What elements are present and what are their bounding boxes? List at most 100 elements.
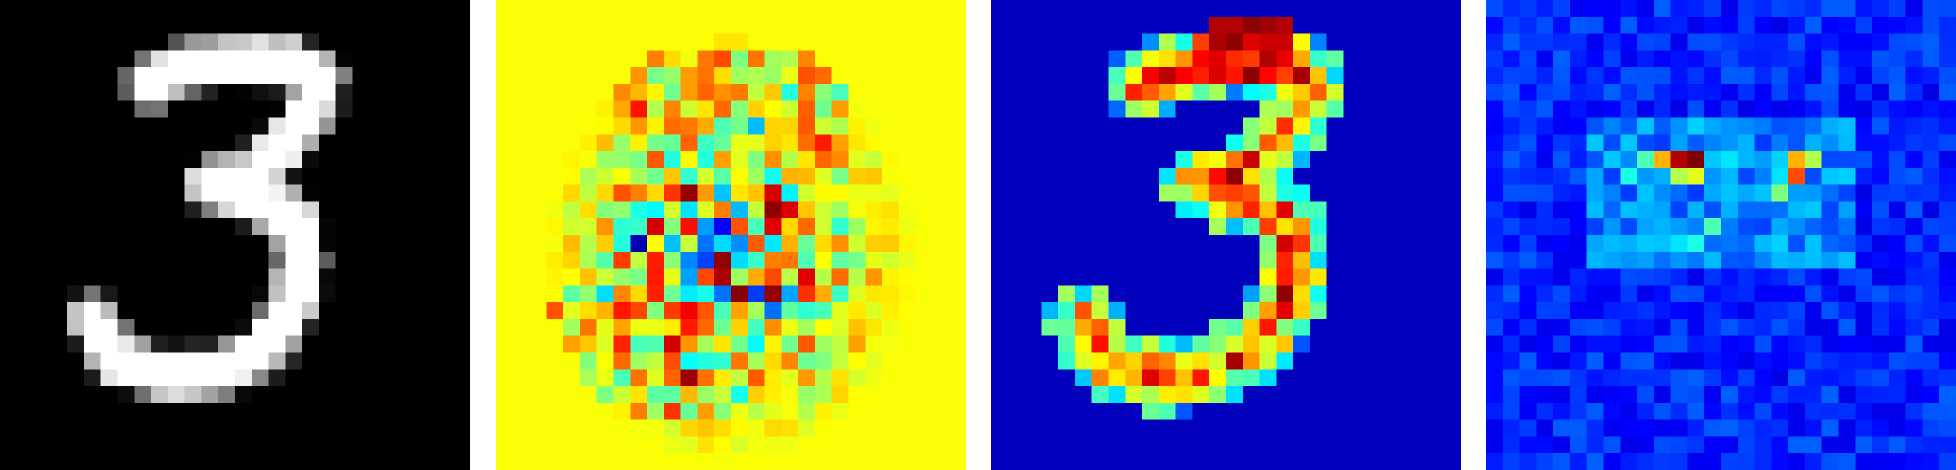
digit-pixel: [285, 453, 303, 470]
digit-pixel: [453, 184, 470, 202]
sparse-pixel: [1637, 83, 1655, 102]
digit-pixel: [419, 218, 437, 236]
signed-pixel: [630, 251, 648, 269]
positive-pixel: [1158, 50, 1176, 68]
signed-pixel: [898, 419, 916, 437]
digit-pixel: [218, 352, 236, 370]
sparse-pixel: [1536, 201, 1554, 219]
sparse-pixel: [1569, 268, 1588, 286]
digit-pixel: [100, 453, 118, 470]
sparse-pixel: [1687, 318, 1705, 337]
signed-pixel: [915, 352, 933, 370]
sparse-pixel: [1670, 16, 1688, 34]
input-digit-image: [0, 0, 470, 470]
digit-pixel: [167, 335, 185, 353]
positive-pixel: [1074, 453, 1093, 470]
digit-pixel: [386, 117, 404, 135]
signed-pixel: [663, 134, 681, 152]
signed-pixel: [714, 100, 732, 118]
positive-pixel: [991, 268, 1009, 286]
signed-pixel: [915, 67, 933, 85]
positive-pixel: [1226, 251, 1244, 269]
digit-pixel: [151, 369, 169, 387]
digit-pixel: [402, 50, 420, 68]
digit-pixel: [16, 235, 34, 253]
positive-pixel: [1343, 134, 1361, 152]
sparse-pixel: [1804, 134, 1823, 152]
positive-pixel: [1209, 335, 1227, 353]
signed-pixel: [882, 369, 900, 387]
digit-pixel: [218, 33, 236, 51]
signed-pixel: [798, 201, 816, 219]
sparse-pixel: [1687, 167, 1705, 185]
sparse-pixel: [1670, 302, 1688, 320]
sparse-pixel: [1653, 386, 1671, 404]
digit-pixel: [218, 117, 236, 135]
digit-pixel: [335, 268, 353, 286]
sparse-pixel: [1804, 251, 1823, 269]
positive-pixel: [1007, 335, 1025, 353]
sparse-pixel: [1687, 0, 1705, 18]
sparse-pixel: [1637, 369, 1655, 387]
positive-pixel: [1259, 184, 1277, 202]
signed-pixel: [814, 251, 833, 269]
signed-pixel: [848, 335, 866, 353]
signed-pixel: [680, 402, 698, 420]
positive-pixel: [1058, 419, 1076, 437]
digit-pixel: [352, 302, 370, 320]
digit-pixel: [285, 33, 303, 51]
signed-pixel: [563, 318, 581, 337]
signed-pixel: [563, 201, 581, 219]
positive-pixel: [1343, 83, 1361, 102]
sparse-pixel: [1788, 184, 1806, 202]
positive-pixel: [1276, 83, 1294, 102]
sparse-pixel: [1569, 453, 1588, 470]
digit-pixel: [0, 151, 18, 169]
signed-pixel: [848, 268, 866, 286]
signed-pixel: [529, 0, 547, 18]
sparse-pixel: [1888, 33, 1906, 51]
digit-pixel: [285, 16, 303, 34]
signed-pixel: [781, 436, 799, 454]
sparse-pixel: [1788, 67, 1806, 85]
digit-pixel: [67, 218, 85, 236]
positive-pixel: [1326, 0, 1344, 18]
sparse-pixel: [1788, 453, 1806, 470]
positive-pixel: [991, 453, 1009, 470]
sparse-pixel: [1653, 318, 1671, 337]
sparse-pixel: [1486, 184, 1504, 202]
signed-pixel: [848, 16, 866, 34]
signed-pixel: [764, 436, 782, 454]
sparse-pixel: [1855, 167, 1873, 185]
signed-pixel: [865, 134, 883, 152]
signed-pixel: [915, 218, 933, 236]
signed-pixel: [647, 302, 665, 320]
positive-pixel: [1058, 67, 1076, 85]
sparse-pixel: [1502, 50, 1520, 68]
digit-pixel: [33, 251, 51, 269]
signed-pixel: [714, 201, 732, 219]
digit-pixel: [67, 302, 85, 320]
sparse-pixel: [1872, 335, 1890, 353]
sparse-pixel: [1721, 402, 1739, 420]
digit-pixel: [335, 453, 353, 470]
positive-pixel: [1427, 134, 1445, 152]
sparse-pixel: [1637, 302, 1655, 320]
positive-pixel: [1326, 117, 1344, 135]
digit-pixel: [83, 453, 102, 470]
positive-pixel: [1326, 335, 1344, 353]
signed-pixel: [848, 83, 866, 102]
positive-pixel: [1410, 134, 1428, 152]
digit-pixel: [402, 201, 420, 219]
sparse-pixel: [1653, 453, 1671, 470]
positive-pixel: [1175, 67, 1193, 85]
digit-pixel: [352, 134, 370, 152]
sparse-pixel: [1838, 386, 1856, 404]
signed-pixel: [915, 268, 933, 286]
digit-pixel: [235, 67, 253, 85]
signed-pixel: [596, 453, 614, 470]
digit-pixel: [134, 402, 152, 420]
digit-pixel: [184, 318, 202, 337]
signed-pixel: [882, 100, 900, 118]
digit-pixel: [67, 268, 85, 286]
